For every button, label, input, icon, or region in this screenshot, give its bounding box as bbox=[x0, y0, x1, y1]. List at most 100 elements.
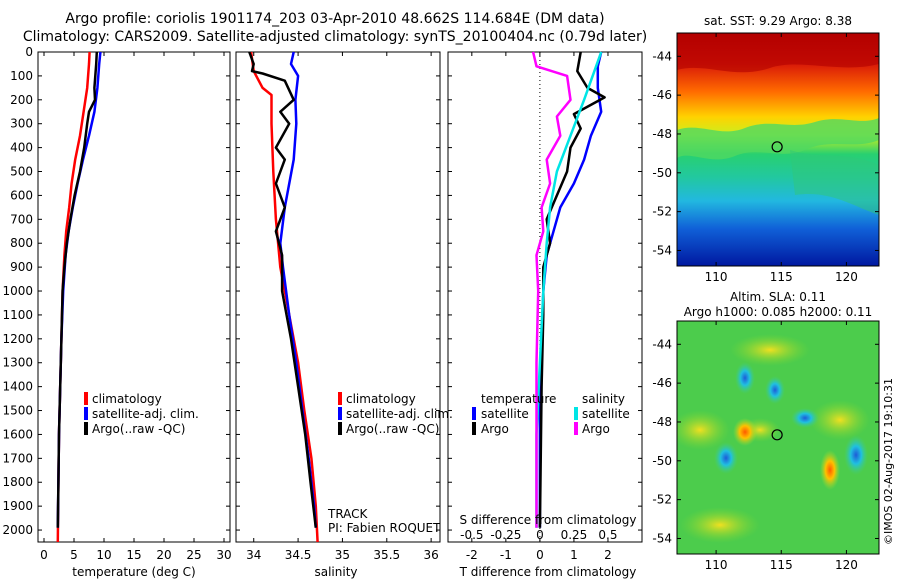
legend-title-temperature: temperature bbox=[481, 392, 556, 406]
sst-front bbox=[677, 118, 879, 160]
depth-tick-label: 400 bbox=[10, 141, 33, 155]
x-tick-label: 35 bbox=[335, 548, 350, 562]
series-line-salinity-argo bbox=[531, 51, 572, 528]
legend-label-s-satellite: satellite bbox=[582, 407, 630, 421]
sla-low-blob bbox=[791, 408, 819, 428]
x-tick-label: -1 bbox=[500, 548, 512, 562]
x-tick-label: 20 bbox=[156, 548, 171, 562]
x-tick-label: 0 bbox=[536, 548, 544, 562]
legend-label-satellite: satellite-adj. clim. bbox=[92, 407, 199, 421]
depth-tick-label: 1900 bbox=[2, 499, 33, 513]
depth-tick-label: 1700 bbox=[2, 451, 33, 465]
series-line-argo-raw-qc- bbox=[56, 51, 99, 528]
x-tick-label: 36 bbox=[423, 548, 438, 562]
t-difference-axis-label: T difference from climatology bbox=[459, 565, 637, 579]
salinity-legend: climatology satellite-adj. clim. Argo(..… bbox=[338, 392, 453, 436]
map-y-tick-label: -46 bbox=[652, 376, 672, 390]
depth-tick-label: 100 bbox=[10, 69, 33, 83]
map-x-tick-label: 120 bbox=[835, 558, 858, 572]
salinity-axis-label: salinity bbox=[314, 565, 357, 579]
series-line-satellite-adj-clim- bbox=[56, 51, 102, 528]
sst-warm-band bbox=[677, 33, 879, 73]
map-y-tick-label: -44 bbox=[652, 49, 672, 63]
sla-blob bbox=[810, 400, 870, 440]
temperature-legend: climatology satellite-adj. clim. Argo(..… bbox=[84, 392, 199, 436]
s-diff-tick-label: -0.5 bbox=[460, 528, 483, 542]
temperature-axis-label: temperature (deg C) bbox=[72, 565, 195, 579]
map-y-tick-label: -54 bbox=[652, 531, 672, 545]
pi-label: PI: Fabien ROQUET bbox=[328, 521, 441, 535]
sla-blob bbox=[677, 410, 730, 450]
x-tick-label: -2 bbox=[466, 548, 478, 562]
sla-map-frame bbox=[676, 320, 880, 555]
sla-high-blob bbox=[820, 450, 840, 490]
track-label: TRACK bbox=[327, 507, 369, 521]
argo-location-marker bbox=[771, 141, 783, 153]
map-y-tick-label: -46 bbox=[652, 88, 672, 102]
depth-tick-label: 1100 bbox=[2, 308, 33, 322]
map-y-tick-label: -52 bbox=[652, 205, 672, 219]
map-y-tick-label: -54 bbox=[652, 243, 672, 257]
legend-label-argo: Argo(..raw -QC) bbox=[92, 422, 185, 436]
sst-green-tongue bbox=[790, 150, 879, 215]
map-x-tick-label: 110 bbox=[705, 558, 728, 572]
map-y-tick-label: -48 bbox=[652, 415, 672, 429]
x-tick-label: 5 bbox=[70, 548, 78, 562]
sla-blob bbox=[730, 334, 810, 366]
x-tick-label: 25 bbox=[186, 548, 201, 562]
legend-label-t-argo: Argo bbox=[481, 422, 509, 436]
depth-tick-label: 2000 bbox=[2, 523, 33, 537]
map-y-tick-label: -48 bbox=[652, 127, 672, 141]
series-line-salinity-satellite bbox=[535, 51, 603, 528]
legend-label-satellite: satellite-adj. clim. bbox=[346, 407, 453, 421]
sst-map-ticks: 110 115 120 -44 -46 -48 -50 -52 -54 bbox=[652, 33, 879, 284]
depth-tick-label: 1600 bbox=[2, 427, 33, 441]
legend-label-s-argo: Argo bbox=[582, 422, 610, 436]
series-line-temperature-satellite bbox=[538, 51, 603, 528]
depth-tick-label: 0 bbox=[25, 45, 33, 59]
legend-title-salinity: salinity bbox=[582, 392, 625, 406]
depth-tick-label: 700 bbox=[10, 212, 33, 226]
map-x-tick-label: 120 bbox=[835, 270, 858, 284]
s-diff-tick-label: -0.25 bbox=[490, 528, 521, 542]
s-diff-tick-label: 0.25 bbox=[561, 528, 588, 542]
depth-tick-label: 1200 bbox=[2, 332, 33, 346]
sla-blob bbox=[680, 507, 760, 543]
s-diff-tick-label: 0 bbox=[536, 528, 544, 542]
series-line-argo-raw-qc- bbox=[248, 51, 318, 528]
x-tick-label: 30 bbox=[216, 548, 231, 562]
x-tick-label: 34.5 bbox=[285, 548, 312, 562]
map-y-tick-label: -44 bbox=[652, 337, 672, 351]
map-y-tick-label: -52 bbox=[652, 493, 672, 507]
x-tick-label: 34 bbox=[246, 548, 261, 562]
depth-tick-label: 1400 bbox=[2, 380, 33, 394]
profile-plots: 0 5 10 15 20 25 30 34 34.5 35 35.5 36 -2 -1 0 1 2 -0.5 -0.… bbox=[40, 51, 618, 562]
sst-map-title: sat. SST: 9.29 Argo: 8.38 bbox=[704, 14, 852, 28]
legend-label-argo: Argo(..raw -QC) bbox=[346, 422, 439, 436]
s-difference-axis-label: S difference from climatology bbox=[460, 513, 637, 527]
depth-tick-label: 800 bbox=[10, 236, 33, 250]
x-tick-label: 15 bbox=[126, 548, 141, 562]
depth-tick-label: 1300 bbox=[2, 356, 33, 370]
sla-map-title-2: Argo h1000: 0.085 h2000: 0.11 bbox=[684, 305, 873, 319]
title-line-2: Climatology: CARS2009. Satellite-adjuste… bbox=[22, 29, 648, 45]
difference-panel-frame bbox=[447, 51, 643, 543]
legend-label-climatology: climatology bbox=[92, 392, 162, 406]
sla-map-ticks: 110 115 120 -44 -46 -48 -50 -52 -54 bbox=[652, 321, 879, 572]
temperature-panel-frame bbox=[37, 51, 231, 543]
sla-low-blob bbox=[844, 435, 868, 475]
depth-tick-label: 1500 bbox=[2, 404, 33, 418]
title-line-1: Argo profile: coriolis 1901174_203 03-Ap… bbox=[65, 11, 605, 27]
legend-label-t-satellite: satellite bbox=[481, 407, 529, 421]
depth-tick-label: 900 bbox=[10, 260, 33, 274]
x-tick-label: 1 bbox=[570, 548, 578, 562]
sla-high-blob bbox=[733, 418, 757, 446]
sla-map-title-1: Altim. SLA: 0.11 bbox=[730, 290, 826, 304]
imos-credit: ©IMOS 02-Aug-2017 19:10:31 bbox=[882, 378, 895, 545]
map-x-tick-label: 115 bbox=[770, 558, 793, 572]
depth-tick-label: 300 bbox=[10, 117, 33, 131]
x-tick-label: 2 bbox=[604, 548, 612, 562]
salinity-panel-frame bbox=[235, 51, 441, 543]
depth-axis: 0 100 200 300 400 500 600 700 800 900 1000 1100 1200… bbox=[2, 45, 642, 537]
